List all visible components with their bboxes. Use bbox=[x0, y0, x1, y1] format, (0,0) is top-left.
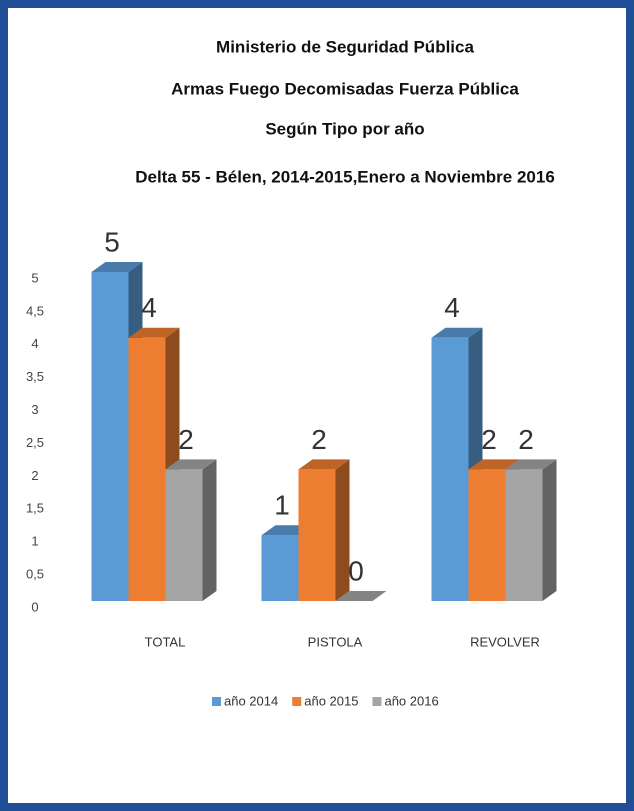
bar bbox=[505, 469, 543, 601]
legend-swatch bbox=[292, 697, 302, 706]
bar bbox=[261, 535, 299, 601]
bar-side bbox=[542, 459, 557, 601]
legend-label: año 2015 bbox=[304, 693, 358, 708]
bar-top bbox=[431, 327, 483, 338]
legend-swatch bbox=[372, 697, 382, 706]
data-label: 1 bbox=[274, 490, 290, 521]
bar-side bbox=[335, 459, 350, 601]
chart-title: Delta 55 - Bélen, 2014-2015,Enero a Novi… bbox=[135, 167, 555, 186]
y-tick-label: 5 bbox=[31, 270, 38, 285]
bar bbox=[91, 272, 129, 601]
bar bbox=[431, 337, 469, 601]
bar-top bbox=[505, 459, 557, 470]
data-label: 2 bbox=[518, 424, 534, 455]
y-tick-label: 1,5 bbox=[26, 501, 44, 516]
bar bbox=[298, 469, 336, 601]
data-label: 0 bbox=[348, 555, 364, 586]
data-label: 4 bbox=[444, 292, 460, 323]
y-tick-label: 4,5 bbox=[26, 303, 44, 318]
x-tick-label: PISTOLA bbox=[308, 634, 363, 649]
chart-title: Ministerio de Seguridad Pública bbox=[216, 37, 474, 56]
bar bbox=[468, 469, 506, 601]
y-tick-label: 0 bbox=[31, 599, 38, 614]
data-label: 2 bbox=[481, 424, 497, 455]
legend-swatch bbox=[212, 697, 221, 706]
y-tick-label: 2,5 bbox=[26, 435, 44, 450]
y-tick-label: 1 bbox=[31, 534, 38, 549]
y-tick-label: 4 bbox=[31, 336, 38, 351]
bar-top bbox=[298, 459, 350, 470]
x-tick-label: TOTAL bbox=[145, 634, 186, 649]
chart-title: Armas Fuego Decomisadas Fuerza Pública bbox=[171, 79, 519, 98]
data-label: 2 bbox=[178, 424, 194, 455]
data-label: 5 bbox=[104, 226, 120, 257]
bar-side bbox=[202, 459, 217, 601]
y-tick-label: 3,5 bbox=[26, 369, 44, 384]
y-tick-label: 2 bbox=[31, 468, 38, 483]
bar bbox=[128, 337, 166, 601]
data-label: 2 bbox=[311, 424, 327, 455]
bar bbox=[165, 469, 203, 601]
bar-top bbox=[91, 262, 143, 272]
y-tick-label: 0,5 bbox=[26, 567, 44, 582]
bar-top bbox=[128, 327, 180, 338]
legend-label: año 2014 bbox=[224, 693, 278, 708]
legend-label: año 2016 bbox=[384, 693, 438, 708]
x-tick-label: REVOLVER bbox=[470, 634, 540, 649]
bar-top bbox=[468, 459, 520, 470]
data-label: 4 bbox=[141, 292, 157, 323]
bar-top bbox=[165, 459, 217, 470]
y-tick-label: 3 bbox=[31, 402, 38, 417]
chart-title: Según Tipo por año bbox=[265, 119, 424, 138]
bar-top bbox=[335, 591, 387, 601]
